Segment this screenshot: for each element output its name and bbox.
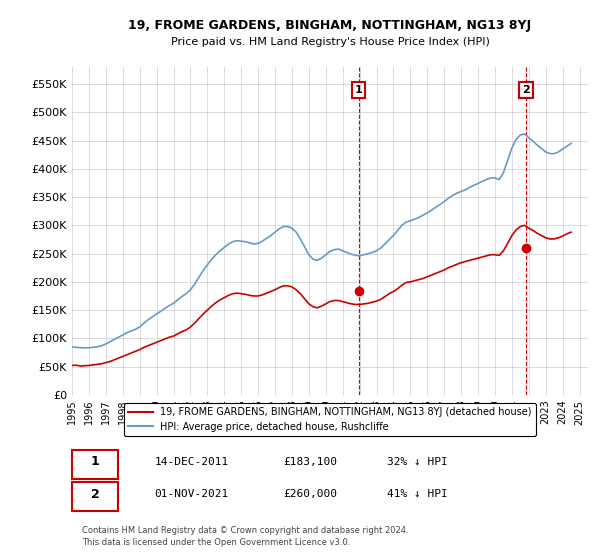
FancyBboxPatch shape xyxy=(72,482,118,511)
FancyBboxPatch shape xyxy=(72,450,118,479)
Text: 41% ↓ HPI: 41% ↓ HPI xyxy=(387,489,448,500)
Text: 2: 2 xyxy=(91,488,100,501)
Text: Price paid vs. HM Land Registry's House Price Index (HPI): Price paid vs. HM Land Registry's House … xyxy=(170,37,490,47)
Text: £183,100: £183,100 xyxy=(284,457,338,467)
Text: 32% ↓ HPI: 32% ↓ HPI xyxy=(387,457,448,467)
Text: 1: 1 xyxy=(355,85,362,95)
Text: Contains HM Land Registry data © Crown copyright and database right 2024.
This d: Contains HM Land Registry data © Crown c… xyxy=(82,526,409,547)
Legend: 19, FROME GARDENS, BINGHAM, NOTTINGHAM, NG13 8YJ (detached house), HPI: Average : 19, FROME GARDENS, BINGHAM, NOTTINGHAM, … xyxy=(124,403,536,436)
Text: 01-NOV-2021: 01-NOV-2021 xyxy=(155,489,229,500)
Text: 2: 2 xyxy=(522,85,530,95)
Text: £260,000: £260,000 xyxy=(284,489,338,500)
Text: 14-DEC-2011: 14-DEC-2011 xyxy=(155,457,229,467)
Text: 1: 1 xyxy=(91,455,100,469)
Text: 19, FROME GARDENS, BINGHAM, NOTTINGHAM, NG13 8YJ: 19, FROME GARDENS, BINGHAM, NOTTINGHAM, … xyxy=(128,18,532,32)
